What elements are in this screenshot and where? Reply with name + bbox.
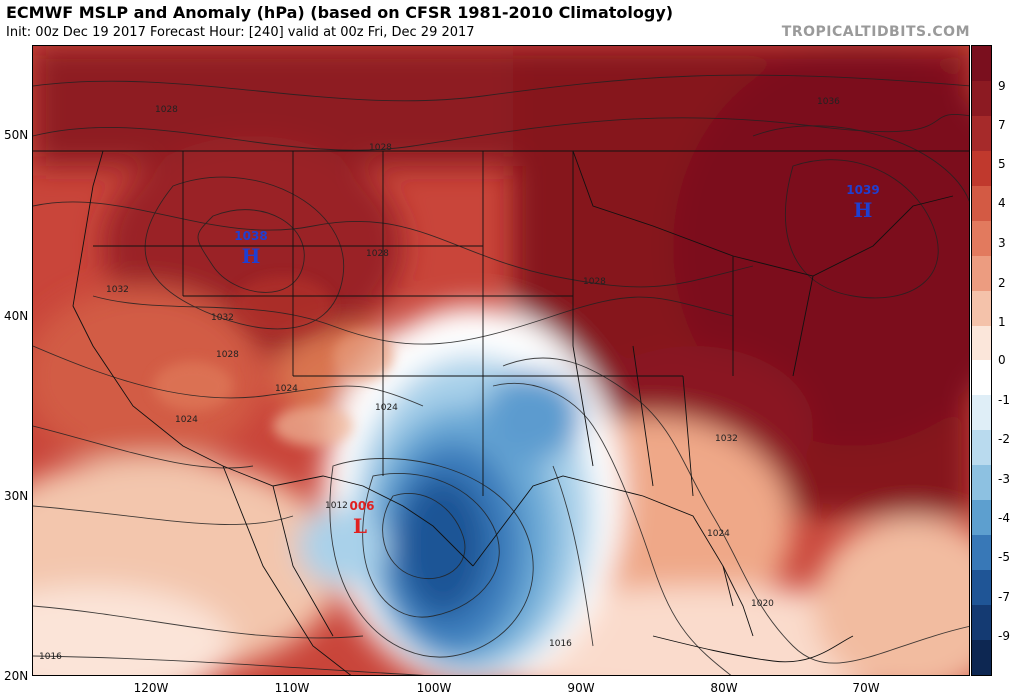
isobar-label: 1028 — [369, 143, 392, 153]
colorbar-segment — [972, 535, 991, 571]
isobar-label: 1024 — [275, 384, 298, 394]
lat-label-50n: 50N — [4, 128, 29, 142]
high-symbol: H — [242, 244, 261, 268]
lon-label-120w: 120W — [133, 681, 169, 695]
colorbar-label: 2 — [998, 276, 1006, 290]
colorbar-label: -1 — [998, 393, 1010, 407]
isobar-labels: 1028 1028 1036 1028 1032 1028 1032 1028 … — [39, 97, 840, 662]
high-symbol: H — [854, 198, 873, 222]
anomaly-field — [33, 46, 969, 675]
isobar-label: 1016 — [549, 639, 572, 649]
colorbar-segment — [972, 395, 991, 431]
colorbar-label: -7 — [998, 590, 1010, 604]
colorbar-segment — [972, 290, 991, 326]
isobar-label: 1024 — [175, 415, 198, 425]
low-pressure-mexico: 006 L — [349, 499, 374, 538]
colorbar-label: 5 — [998, 157, 1006, 171]
isobar-label: 1028 — [583, 277, 606, 287]
isobar-label: 1032 — [715, 434, 738, 444]
colorbar-segment — [972, 325, 991, 361]
lon-label-80w: 80W — [710, 681, 738, 695]
political-borders — [33, 150, 969, 675]
colorbar-segment — [972, 185, 991, 221]
colorbar-segment — [972, 639, 991, 675]
lon-label-100w: 100W — [416, 681, 452, 695]
isobar-label: 1032 — [211, 313, 234, 323]
colorbar-label: 1 — [998, 315, 1006, 329]
isobar-label: 1036 — [817, 97, 840, 107]
isobar-label: 1020 — [751, 599, 774, 609]
isobar-label: 1028 — [366, 249, 389, 259]
colorbar-segment — [972, 500, 991, 536]
colorbar-label: 4 — [998, 196, 1006, 210]
colorbar-label: -3 — [998, 472, 1010, 486]
high-pressure-east: 1039 H — [846, 183, 879, 222]
pressure-value: 1039 — [846, 183, 879, 197]
isobar-label: 1032 — [106, 285, 129, 295]
colorbar-segment — [972, 46, 991, 81]
anomaly-map: 1028 1028 1036 1028 1032 1028 1032 1028 … — [32, 45, 970, 676]
brand-watermark: TROPICALTIDBITS.COM — [781, 24, 970, 40]
colorbar — [971, 45, 992, 676]
lon-label-70w: 70W — [852, 681, 880, 695]
low-symbol: L — [353, 514, 367, 538]
colorbar-segment — [972, 360, 991, 396]
pressure-value: 006 — [349, 499, 374, 513]
colorbar-label: -5 — [998, 550, 1010, 564]
colorbar-label: -4 — [998, 511, 1010, 525]
colorbar-segment — [972, 220, 991, 256]
map-title: ECMWF MSLP and Anomaly (hPa) (based on C… — [6, 3, 674, 22]
colorbar-label: 7 — [998, 118, 1006, 132]
colorbar-segment — [972, 150, 991, 186]
colorbar-segment — [972, 570, 991, 605]
colorbar-segment — [972, 605, 991, 640]
colorbar-segment — [972, 430, 991, 466]
map-canvas: 1028 1028 1036 1028 1032 1028 1032 1028 … — [33, 46, 969, 675]
colorbar-label: 3 — [998, 236, 1006, 250]
isobar-label: 1012 — [325, 501, 348, 511]
colorbar-segment — [972, 80, 991, 116]
colorbar-segment — [972, 465, 991, 501]
colorbar-label: -9 — [998, 629, 1010, 643]
isobar-label: 1016 — [39, 652, 62, 662]
pressure-value: 1038 — [234, 229, 267, 243]
colorbar-label: 0 — [998, 353, 1006, 367]
colorbar-label: -2 — [998, 432, 1010, 446]
colorbar-label: 9 — [998, 79, 1006, 93]
isobar-label: 1024 — [707, 529, 730, 539]
terrain-speckle — [153, 276, 393, 446]
isobars — [33, 74, 969, 675]
isobar-label: 1024 — [375, 403, 398, 413]
colorbar-segment — [972, 115, 991, 151]
lat-label-30n: 30N — [4, 489, 29, 503]
lon-label-90w: 90W — [567, 681, 595, 695]
colorbar-segment — [972, 255, 991, 291]
lat-label-20n: 20N — [4, 669, 29, 683]
isobar-label: 1028 — [155, 105, 178, 115]
lon-label-110w: 110W — [274, 681, 310, 695]
high-pressure-west: 1038 H — [234, 229, 267, 268]
isobar-label: 1028 — [216, 350, 239, 360]
lat-label-40n: 40N — [4, 309, 29, 323]
map-subtitle: Init: 00z Dec 19 2017 Forecast Hour: [24… — [6, 25, 475, 40]
